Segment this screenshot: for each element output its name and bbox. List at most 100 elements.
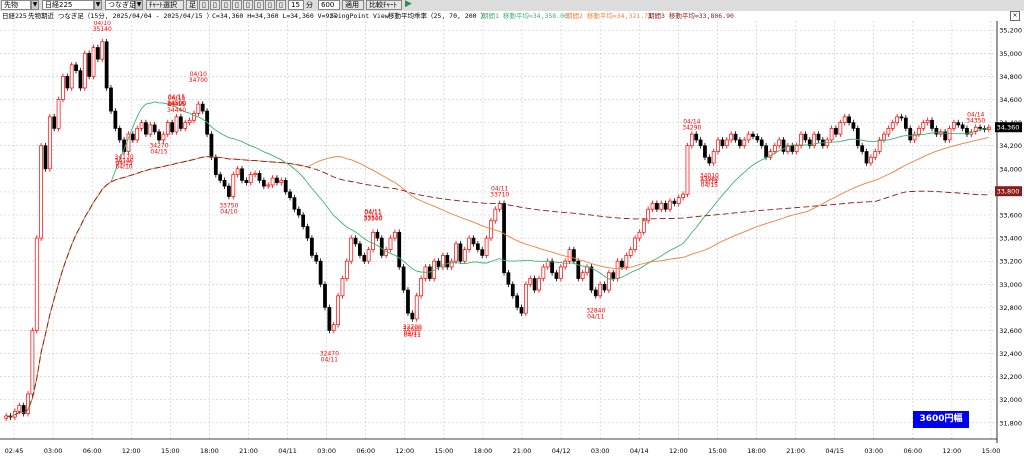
candle-body [746, 133, 751, 141]
play-icon[interactable]: ▶ [405, 0, 412, 9]
candle-body [903, 117, 908, 129]
tb-icon-7[interactable]: ▯ [265, 0, 275, 10]
toolbar: 先物 ▼ 日経225 ▼ つなぎ足 ▼ ﾁｬｰﾄ選択 足 ▯ ▯ ▯ ▯ ▯ ▯… [0, 0, 1024, 12]
current-price-label: 34,360 [997, 124, 1020, 132]
candle-body [157, 131, 161, 141]
candle-body [685, 145, 690, 195]
candle-body [187, 119, 192, 123]
swing-date-label: 32470 [320, 350, 339, 357]
candle-body [43, 145, 48, 170]
x-tick-label: 12:00 [122, 447, 141, 455]
candle-body [170, 122, 175, 133]
close-icon[interactable]: × [1010, 11, 1020, 21]
candle-body [165, 122, 170, 135]
apply-button[interactable]: 適用 [342, 0, 364, 10]
candle-body [462, 249, 467, 262]
candle-body [978, 126, 982, 129]
candle-body [358, 243, 362, 256]
candle-body [209, 133, 214, 158]
chart-style-dropdown-icon[interactable]: ▼ [135, 0, 143, 10]
candle-body [148, 124, 153, 135]
tb-icon-1[interactable]: ▯ [199, 0, 209, 10]
candle-body [703, 145, 707, 158]
candle-body [576, 260, 581, 279]
swing-date-label: 34270 [149, 143, 168, 150]
swing-date-label: 04/15 [168, 94, 185, 101]
x-tick-label: 04/14 [630, 447, 649, 455]
candle-body [379, 237, 384, 256]
candle-body [484, 237, 489, 256]
tb-icon-4[interactable]: ▯ [232, 0, 242, 10]
market-select[interactable]: 先物 [1, 0, 31, 10]
candle-body [842, 116, 847, 123]
market-dropdown-icon[interactable]: ▼ [31, 0, 39, 10]
swing-value-label: 04/15 [701, 182, 718, 189]
ma3-price-label: 33,800 [997, 188, 1020, 196]
candle-body [585, 266, 589, 274]
interval-input[interactable]: 15 [288, 0, 304, 10]
x-tick-label: 12:00 [943, 447, 962, 455]
candle-body [196, 103, 201, 114]
candle-body [336, 295, 340, 326]
interval-value: 15 [291, 1, 300, 9]
symbol-dropdown-icon[interactable]: ▼ [94, 0, 102, 10]
candle-body [414, 295, 419, 320]
swing-value-label: 04/10 [115, 164, 132, 171]
candle-body [532, 278, 537, 291]
candle-body [152, 124, 157, 133]
info-ma-setting: 移動平均乖率（25, 70, 200 ） [388, 12, 487, 20]
swing-date-label: 04/11 [364, 210, 381, 217]
candle-body [314, 255, 319, 262]
x-tick-label: 18:00 [747, 447, 766, 455]
count-input[interactable]: 600 [318, 0, 340, 10]
y-tick-label: 32,000 [999, 396, 1022, 404]
candle-body [606, 272, 611, 291]
info-description: 先物期近 つなぎ足（15分, 2025/04/04 - 2025/04/15 ） [28, 12, 213, 20]
candle-body [716, 139, 720, 152]
candle-body [497, 203, 502, 210]
swing-value-label: 04/11 [321, 356, 338, 363]
candle-body [676, 197, 681, 204]
candle-body [135, 128, 140, 141]
candle-body [707, 156, 712, 164]
chart-style-select[interactable]: つなぎ足 [105, 0, 136, 10]
info-ma1: 期間1 移動平均=34,358.00 [482, 12, 568, 20]
y-tick-label: 32,600 [999, 327, 1022, 335]
candle-body [78, 70, 83, 89]
candle-body [624, 255, 629, 268]
candle-body [524, 283, 528, 314]
info-ma2: 期間2 移動平均=34,321.71 [566, 12, 652, 20]
candle-body [227, 185, 231, 197]
swing-value-label: 33500 [363, 216, 382, 223]
bar-type-button[interactable]: 足 [186, 0, 198, 10]
tb-icon-3[interactable]: ▯ [221, 0, 231, 10]
tb-icon-5[interactable]: ▯ [243, 0, 253, 10]
ma1-line [6, 101, 989, 417]
ma3-line [6, 156, 989, 417]
candle-body [275, 177, 279, 184]
candle-body [620, 260, 624, 268]
candle-body [772, 145, 777, 152]
candle-body [965, 128, 969, 135]
candle-body [30, 330, 35, 395]
candle-body [231, 174, 236, 197]
candle-body [803, 133, 808, 141]
candle-body [192, 113, 196, 121]
candle-body [593, 289, 598, 297]
candle-body [515, 295, 520, 308]
candle-body [925, 119, 930, 123]
candle-body [366, 249, 371, 262]
symbol-select[interactable]: 日経225 [42, 0, 94, 10]
compare-chart-button[interactable]: 比較ﾁｬｰﾄ [366, 0, 402, 10]
candle-body [812, 133, 817, 147]
chart-select-button[interactable]: ﾁｬｰﾄ選択 [146, 0, 184, 10]
apply-label: 適用 [345, 1, 359, 9]
tb-icon-2[interactable]: ▯ [210, 0, 220, 10]
tb-icon-8[interactable]: ▯ [276, 0, 286, 10]
tb-icon-6[interactable]: ▯ [254, 0, 264, 10]
candle-body [427, 266, 432, 279]
candle-body [759, 139, 764, 147]
candle-body [694, 133, 699, 141]
swing-date-label: 04/10 [94, 21, 111, 27]
interval-unit: 分 [306, 1, 313, 9]
